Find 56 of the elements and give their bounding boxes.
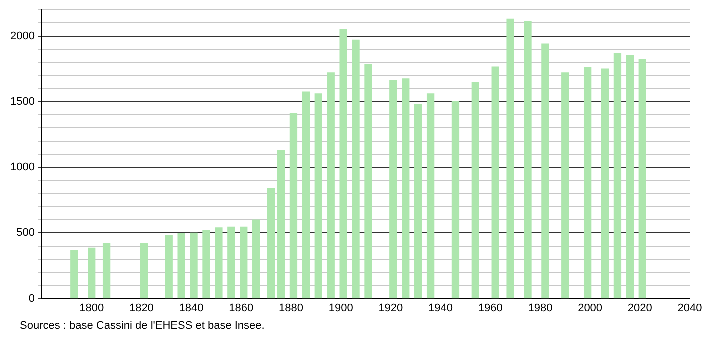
bar (492, 66, 500, 299)
bar (638, 60, 646, 299)
x-tick-label: 1940 (428, 302, 454, 314)
x-tick-label: 1900 (328, 302, 354, 314)
bar (452, 102, 460, 299)
x-tick-label: 1800 (80, 302, 104, 314)
bar (178, 233, 186, 299)
bar (102, 243, 111, 299)
x-tick-label: 2020 (628, 302, 652, 314)
x-tick-label: 2000 (578, 302, 603, 314)
bar (472, 82, 480, 299)
bar (584, 67, 592, 299)
y-tick-label: 500 (16, 227, 35, 240)
bar (506, 18, 514, 299)
bar (290, 113, 298, 299)
bar (240, 226, 248, 299)
y-tick-label: 1000 (10, 162, 35, 174)
x-tick-label: 1840 (179, 302, 204, 314)
bar (414, 104, 422, 299)
x-tick-label: 1960 (478, 302, 503, 314)
source-note: Sources : base Cassini de l'EHESS et base Insee. (20, 320, 265, 332)
bar (524, 21, 532, 299)
x-tick-label: 1860 (229, 302, 254, 314)
bar (215, 228, 223, 299)
bar (614, 52, 622, 299)
bar (202, 230, 210, 299)
bar (402, 78, 410, 299)
x-tick-label: 1820 (129, 302, 154, 314)
x-tick-label: 1920 (378, 302, 404, 314)
bar (314, 94, 322, 299)
bar (190, 232, 198, 299)
bar (252, 220, 260, 299)
bar (601, 68, 610, 299)
bar (562, 72, 570, 299)
bar (165, 235, 173, 299)
y-tick-label: 2000 (10, 30, 35, 42)
bar (140, 243, 148, 299)
bar (88, 248, 96, 299)
bar (302, 92, 310, 299)
bar (542, 44, 550, 299)
bar (267, 188, 276, 299)
bar (70, 250, 78, 299)
bar (228, 226, 236, 299)
y-tick-label: 1500 (10, 96, 35, 108)
bar (352, 40, 360, 299)
x-tick-label: 1880 (278, 302, 304, 314)
x-tick-label: 1980 (528, 302, 553, 314)
bar (426, 94, 435, 299)
bar (364, 64, 372, 299)
bar (327, 72, 335, 299)
bar (277, 150, 286, 299)
bar (626, 54, 634, 299)
bar (340, 29, 348, 299)
y-tick-label: 0 (28, 292, 35, 305)
bar (390, 80, 398, 299)
x-tick-label: 2040 (678, 302, 702, 314)
